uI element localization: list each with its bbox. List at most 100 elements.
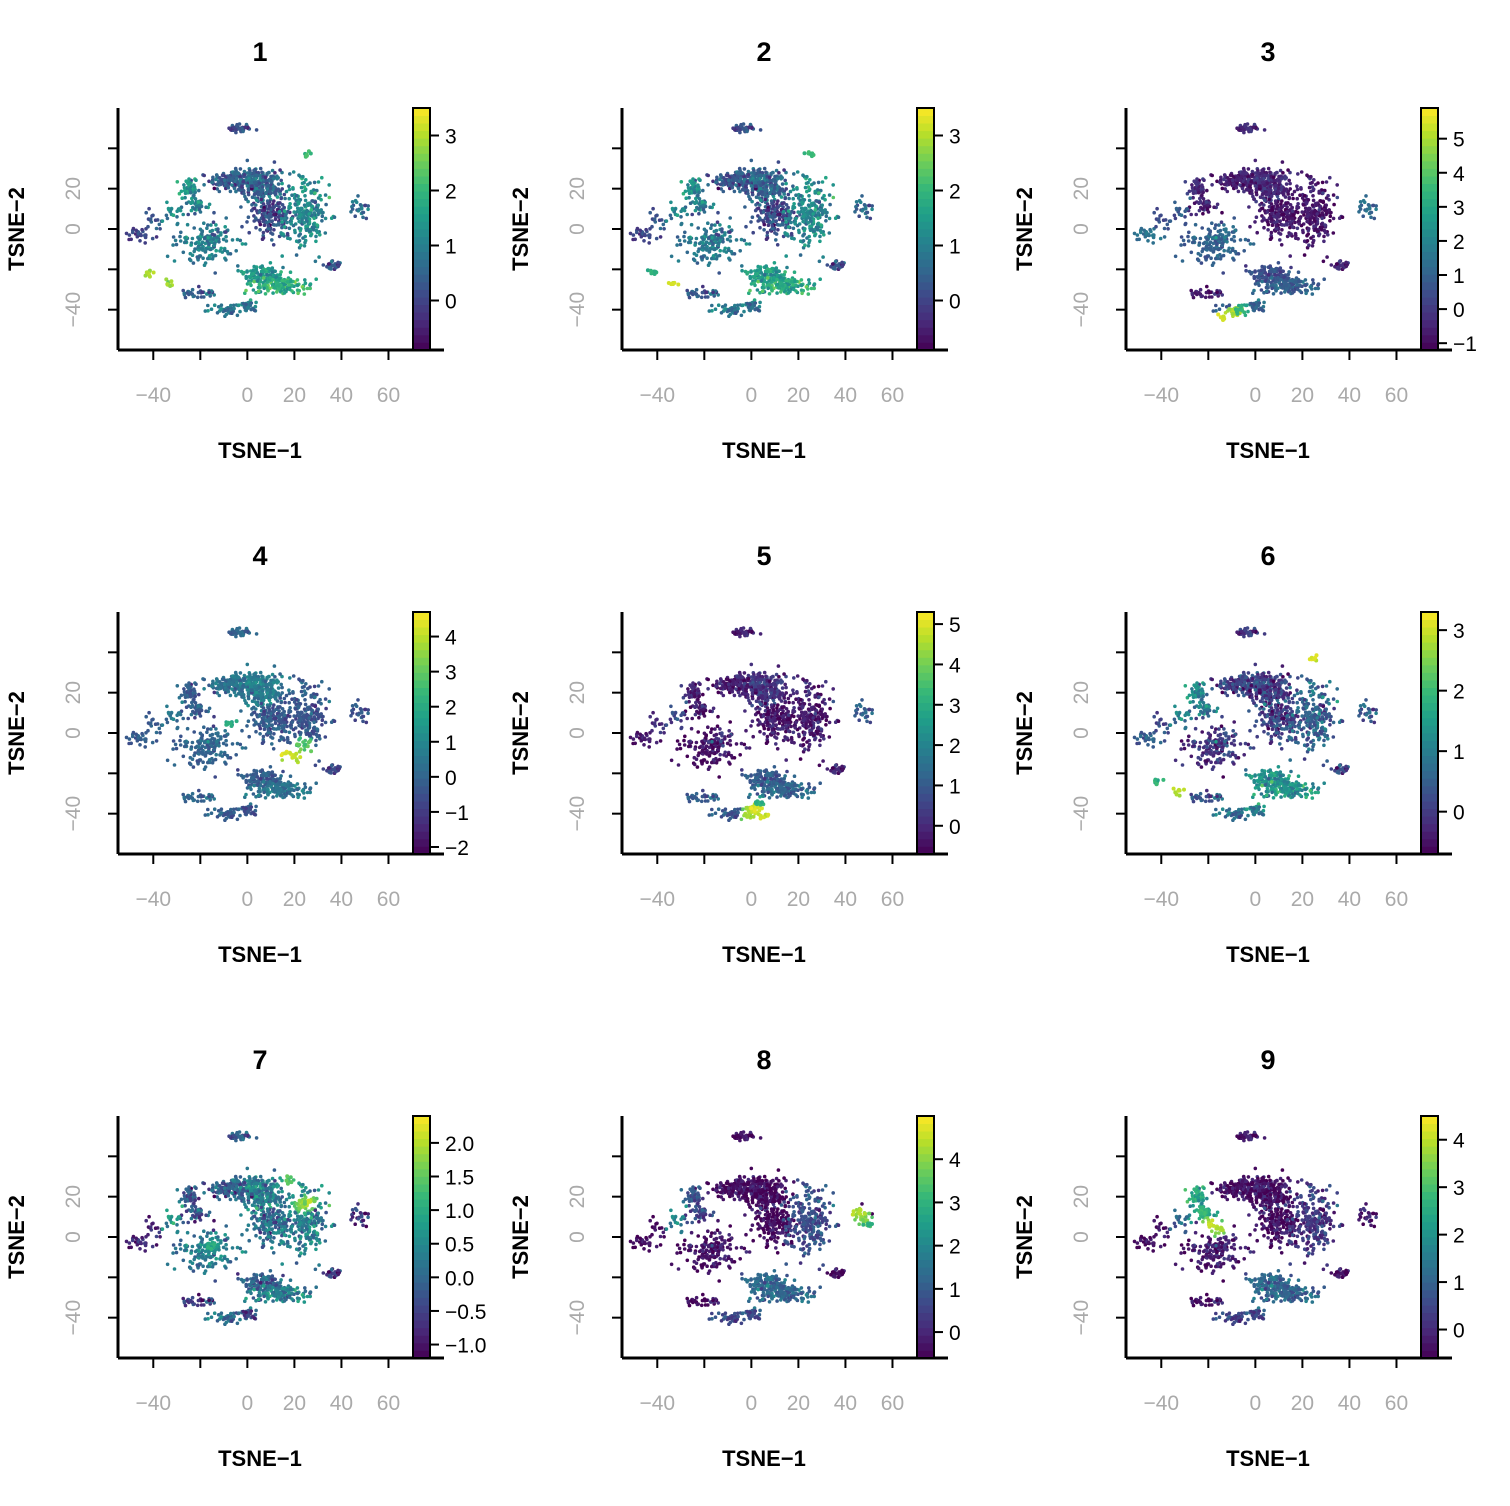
scatter-point bbox=[1223, 173, 1227, 177]
scatter-point bbox=[310, 199, 314, 203]
scatter-point bbox=[792, 188, 796, 192]
scatter-point bbox=[747, 125, 751, 129]
scatter-point bbox=[770, 288, 774, 292]
scatter-point bbox=[792, 227, 796, 231]
scatter-point bbox=[281, 232, 285, 236]
scatter-point bbox=[1181, 259, 1185, 263]
scatter-point bbox=[1324, 203, 1328, 207]
scatter-point bbox=[161, 219, 165, 223]
scatter-point bbox=[685, 289, 689, 293]
scatter-point bbox=[1274, 280, 1278, 284]
scatter-point bbox=[812, 287, 816, 291]
scatter-point bbox=[264, 175, 268, 179]
scatter-point bbox=[831, 183, 835, 187]
scatter-point bbox=[752, 171, 756, 175]
scatter-point bbox=[758, 276, 762, 280]
scatter-point bbox=[1317, 190, 1321, 194]
scatter-point bbox=[717, 271, 721, 275]
hotspot-point bbox=[152, 271, 156, 275]
scatter-point bbox=[207, 291, 211, 295]
colorbar-step bbox=[917, 138, 934, 146]
scatter-point bbox=[688, 296, 692, 300]
scatter-point bbox=[1255, 231, 1259, 235]
scatter-point bbox=[1304, 278, 1308, 282]
scatter-point bbox=[1204, 296, 1208, 300]
scatter-point bbox=[255, 632, 259, 636]
scatter-point bbox=[190, 209, 194, 213]
scatter-point bbox=[1324, 231, 1328, 235]
scatter-point bbox=[740, 269, 744, 273]
scatter-point bbox=[695, 237, 699, 241]
scatter-point bbox=[1234, 184, 1238, 188]
scatter-point bbox=[1239, 238, 1243, 242]
scatter-point bbox=[636, 227, 640, 231]
scatter-point bbox=[793, 270, 797, 274]
scatter-point bbox=[680, 180, 684, 184]
scatter-point bbox=[250, 181, 254, 185]
scatter-point bbox=[821, 196, 825, 200]
scatter-point bbox=[128, 233, 132, 237]
scatter-point bbox=[1321, 191, 1325, 195]
scatter-point bbox=[296, 284, 300, 288]
scatter-point bbox=[760, 279, 764, 283]
scatter-point bbox=[1267, 273, 1271, 277]
y-tick-label: 0 bbox=[62, 223, 85, 235]
scatter-point bbox=[727, 225, 731, 229]
scatter-point bbox=[740, 238, 744, 242]
scatter-point bbox=[241, 130, 245, 134]
scatter-point bbox=[275, 188, 279, 192]
scatter-point bbox=[734, 183, 738, 187]
scatter-point bbox=[1147, 233, 1151, 237]
scatter-point bbox=[870, 208, 874, 212]
scatter-point bbox=[278, 192, 282, 196]
scatter-point bbox=[1295, 197, 1299, 201]
scatter-point bbox=[312, 211, 316, 215]
scatter-point bbox=[288, 288, 292, 292]
scatter-point bbox=[244, 303, 248, 307]
scatter-point bbox=[813, 282, 817, 286]
scatter-point bbox=[1285, 284, 1289, 288]
scatter-point bbox=[792, 202, 796, 206]
scatter-point bbox=[676, 235, 680, 239]
scatter-point bbox=[1241, 171, 1245, 175]
scatter-point bbox=[816, 222, 820, 226]
scatter-point bbox=[1288, 217, 1292, 221]
scatter-point bbox=[708, 309, 712, 313]
scatter-point bbox=[785, 286, 789, 290]
colorbar-tick-label: 3 bbox=[1453, 197, 1465, 220]
scatter-point bbox=[1198, 209, 1202, 213]
scatter-point bbox=[238, 122, 242, 126]
scatter-point bbox=[1187, 239, 1191, 243]
scatter-point bbox=[154, 218, 158, 222]
scatter-point bbox=[1184, 222, 1188, 226]
scatter-point bbox=[138, 239, 142, 243]
scatter-point bbox=[259, 279, 263, 283]
point-layer bbox=[125, 626, 370, 822]
scatter-point bbox=[771, 220, 775, 224]
scatter-point bbox=[298, 239, 302, 243]
scatter-point bbox=[1263, 198, 1267, 202]
scatter-point bbox=[711, 243, 715, 247]
scatter-point bbox=[1296, 288, 1300, 292]
scatter-point bbox=[314, 240, 318, 244]
y-tick-label: 20 bbox=[1070, 177, 1093, 200]
scatter-point bbox=[1296, 188, 1300, 192]
scatter-point bbox=[1202, 242, 1206, 246]
scatter-point bbox=[1281, 286, 1285, 290]
scatter-point bbox=[1314, 183, 1318, 187]
colorbar-tick-label: 1 bbox=[445, 236, 457, 259]
scatter-point bbox=[774, 238, 778, 242]
colorbar-tick-label: −1 bbox=[1453, 333, 1477, 356]
scatter-point bbox=[241, 242, 245, 246]
scatter-point bbox=[1223, 236, 1227, 240]
scatter-point bbox=[267, 220, 271, 224]
scatter-point bbox=[735, 238, 739, 242]
scatter-point bbox=[186, 223, 190, 227]
scatter-point bbox=[1265, 289, 1269, 293]
scatter-point bbox=[1296, 202, 1300, 206]
scatter-point bbox=[211, 176, 215, 180]
scatter-point bbox=[778, 192, 782, 196]
scatter-point bbox=[677, 259, 681, 263]
scatter-point bbox=[200, 247, 204, 251]
